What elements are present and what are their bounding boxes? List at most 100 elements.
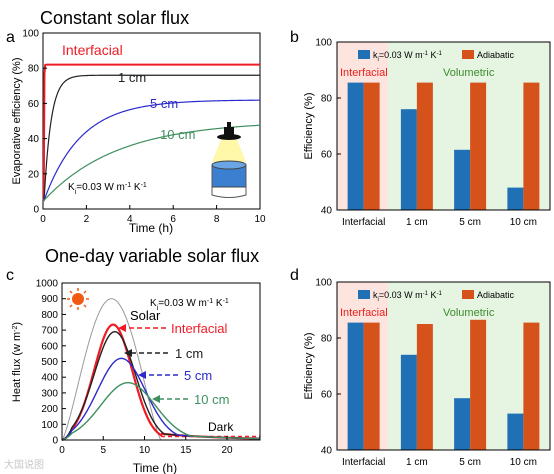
panel-d-ylabel: Efficiency (%) — [303, 332, 315, 399]
panel-b-bar-1-3 — [523, 82, 540, 210]
panel-d-bar-0-1 — [400, 354, 417, 450]
panel-b-ylabel: Efficiency (%) — [303, 92, 315, 159]
panel-d-bar-0-3 — [507, 413, 524, 450]
panel-a-label-10cm: 10 cm — [160, 127, 195, 142]
panel-b-bar-0-0 — [347, 82, 364, 210]
panel-a-xtick-label: 0 — [40, 214, 46, 225]
panel-a-label-interfacial: Interfacial — [62, 42, 123, 58]
panel-c-line-chart: 0 5 10 15 2001002003004005006007008009001000… — [11, 279, 261, 474]
panel-letter-d: d — [290, 267, 299, 284]
panel-c-xtick-label: 20 — [221, 445, 233, 456]
panel-a-xtick-label: 4 — [127, 214, 133, 225]
panel-d-legend-swatch-adiabatic — [462, 290, 474, 299]
sun-icon — [67, 288, 89, 310]
panel-c-arrow-10cm — [152, 395, 188, 403]
panel-a-xtick-label: 8 — [214, 214, 220, 225]
panel-c-ytick-label: 800 — [41, 310, 58, 321]
evaporator-device-icon — [211, 122, 247, 198]
panel-b-legend-adiabatic: Adiabatic — [477, 50, 515, 60]
panel-b-category-label: Interfacial — [342, 217, 385, 228]
panel-a-ytick-label: 80 — [28, 64, 40, 75]
panel-a-series-2 — [43, 99, 260, 201]
panel-d-ytick-label: 40 — [321, 446, 333, 457]
panel-letter-b: b — [290, 29, 299, 46]
panel-b-legend-swatch-adiabatic — [462, 50, 474, 59]
panel-b-bar-0-3 — [507, 187, 524, 210]
panel-d-legend-adiabatic: Adiabatic — [477, 290, 515, 300]
panel-d-bar-0-0 — [347, 322, 364, 450]
panel-a-ylabel: Evaporative efficiency (%) — [11, 58, 23, 185]
panel-a-series-3 — [43, 124, 261, 201]
panel-a-xtick-label: 6 — [170, 214, 176, 225]
panel-b-region-volumetric: Volumetric — [443, 67, 495, 79]
panel-b-frame — [336, 41, 551, 211]
panel-d-category-label: 5 cm — [459, 457, 481, 468]
panel-c-ytick-label: 900 — [41, 294, 58, 305]
panel-a-ytick-label: 100 — [22, 29, 39, 40]
panel-d-ytick-label: 100 — [315, 278, 332, 289]
panel-a-ytick-label: 20 — [28, 169, 40, 180]
panel-a-ytick-label: 40 — [28, 134, 40, 145]
panel-b-bar-chart: Interfacial 1 cm 5 cm 10 cm 40 60 80 100 Effici… — [303, 38, 551, 228]
panel-b-ytick-label: 80 — [321, 94, 333, 105]
panel-c-ytick-label: 600 — [41, 341, 58, 352]
panel-d-bar-chart: Interfacial 1 cm 5 cm 10 cm 40 60 80 100 Effici… — [303, 278, 551, 468]
panel-c-arrow-5cm — [138, 371, 178, 379]
panel-d-bar-1-0 — [363, 322, 380, 450]
panel-b-ytick-label: 40 — [321, 206, 333, 217]
panel-a-ytick-label: 60 — [28, 99, 40, 110]
panel-c-label-10cm: 10 cm — [194, 392, 229, 407]
panel-b-ytick-label: 60 — [321, 150, 333, 161]
panel-d-legend-swatch-ki — [358, 290, 370, 299]
panel-c-ytick-label: 100 — [41, 420, 58, 431]
panel-d-category-label: Interfacial — [342, 457, 385, 468]
panel-b-category-label: 5 cm — [459, 217, 481, 228]
panel-d-ytick-label: 60 — [321, 390, 333, 401]
panel-a-label-5cm: 5 cm — [150, 96, 178, 111]
panel-a-ytick-label: 0 — [33, 205, 39, 216]
panel-d-region-interfacial: Interfacial — [340, 307, 388, 319]
panel-c-xtick-label: 0 — [59, 445, 65, 456]
panel-a-label-1cm: 1 cm — [118, 70, 146, 85]
panel-c-ytick-label: 1000 — [36, 279, 59, 290]
panel-c-annotation: Ki=0.03 W m-1 K-1 — [150, 298, 229, 312]
panel-a-annotation: Ki=0.03 W m-1 K-1 — [68, 182, 147, 196]
panel-b-ytick-label: 100 — [315, 38, 332, 49]
panel-c-label-interfacial: Interfacial — [171, 321, 227, 336]
panel-b-bar-1-1 — [416, 82, 433, 210]
panel-c-label-5cm: 5 cm — [184, 368, 212, 383]
panel-c-xlabel: Time (h) — [133, 461, 177, 474]
panel-b-category-label: 1 cm — [406, 217, 428, 228]
panel-c-ylabel: Heat flux (w m-2) — [11, 322, 23, 402]
panel-d-category-label: 10 cm — [510, 457, 537, 468]
panel-c-text-dark: Dark — [208, 420, 234, 434]
panel-c-ytick-label: 400 — [41, 373, 58, 384]
panel-d-bar-1-1 — [416, 324, 433, 450]
panel-c-ytick-label: 0 — [52, 436, 58, 447]
panel-a-series-0 — [42, 63, 260, 202]
panel-c-xtick-label: 15 — [180, 445, 192, 456]
panel-b-legend-swatch-ki — [358, 50, 370, 59]
panel-d-bar-1-2 — [470, 319, 487, 450]
panel-c-ytick-label: 500 — [41, 357, 58, 368]
panel-d-region-volumetric: Volumetric — [443, 307, 495, 319]
panel-c-ytick-label: 300 — [41, 388, 58, 399]
panel-a-series-1 — [43, 74, 260, 201]
panel-d-frame — [336, 281, 551, 451]
panel-b-bar-0-2 — [454, 149, 471, 210]
panel-c-ytick-label: 200 — [41, 404, 58, 415]
panel-b-region-interfacial: Interfacial — [340, 67, 388, 79]
panel-c-text-solar: Solar — [130, 308, 161, 323]
panel-d-ytick-label: 80 — [321, 334, 333, 345]
panel-c-xtick-label: 10 — [139, 445, 151, 456]
panel-d-bar-1-3 — [523, 322, 540, 450]
panel-b-bar-0-1 — [400, 109, 417, 210]
panel-a-xtick-label: 2 — [84, 214, 90, 225]
panel-letter-c: c — [6, 267, 14, 284]
panel-c-arrow-interfacial — [118, 324, 166, 332]
panel-d-bar-0-2 — [454, 398, 471, 450]
panel-b-category-label: 10 cm — [510, 217, 537, 228]
panel-b-bar-1-0 — [363, 82, 380, 210]
panel-d-category-label: 1 cm — [406, 457, 428, 468]
